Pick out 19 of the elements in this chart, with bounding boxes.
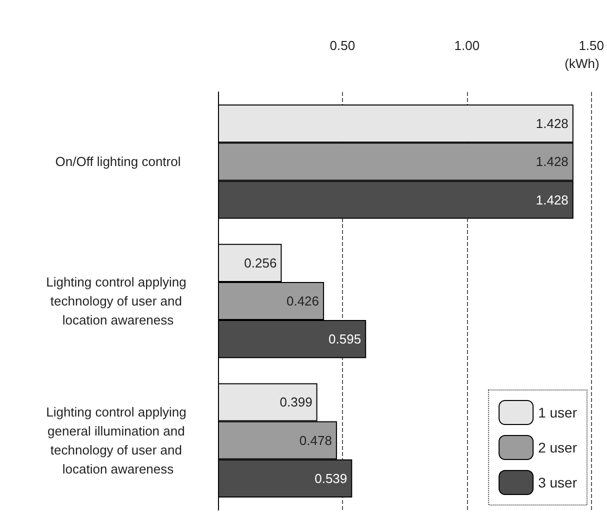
data-label: 0.595 <box>328 332 362 347</box>
x-axis-title: (kWh) <box>564 56 600 71</box>
y-tick-label: Lighting control applying technology of user and location awareness <box>46 274 190 328</box>
x-tick-label: 1.00 <box>454 38 480 53</box>
data-label: 0.399 <box>280 394 312 410</box>
data-label: 0.539 <box>314 470 348 486</box>
x-tick-label: 0.50 <box>330 38 356 53</box>
x-tick-label: 1.50 <box>578 38 604 53</box>
data-label: 1.428 <box>536 192 568 208</box>
data-label: 1.428 <box>536 154 568 170</box>
data-label: 0.426 <box>286 294 320 308</box>
data-label: 0.478 <box>299 432 332 448</box>
legend-label: 2 user <box>538 440 578 456</box>
legend-label: 3 user <box>538 474 578 490</box>
y-tick-label: Lighting control applying general illumination and technology of user and location awareness <box>46 404 190 476</box>
y-tick-label: On/Off lighting control <box>55 154 181 170</box>
data-label: 0.256 <box>244 255 277 270</box>
legend-label: 1 user <box>538 404 578 420</box>
data-label: 1.428 <box>536 116 568 132</box>
